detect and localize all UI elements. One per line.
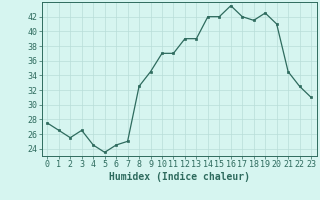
X-axis label: Humidex (Indice chaleur): Humidex (Indice chaleur) bbox=[109, 172, 250, 182]
